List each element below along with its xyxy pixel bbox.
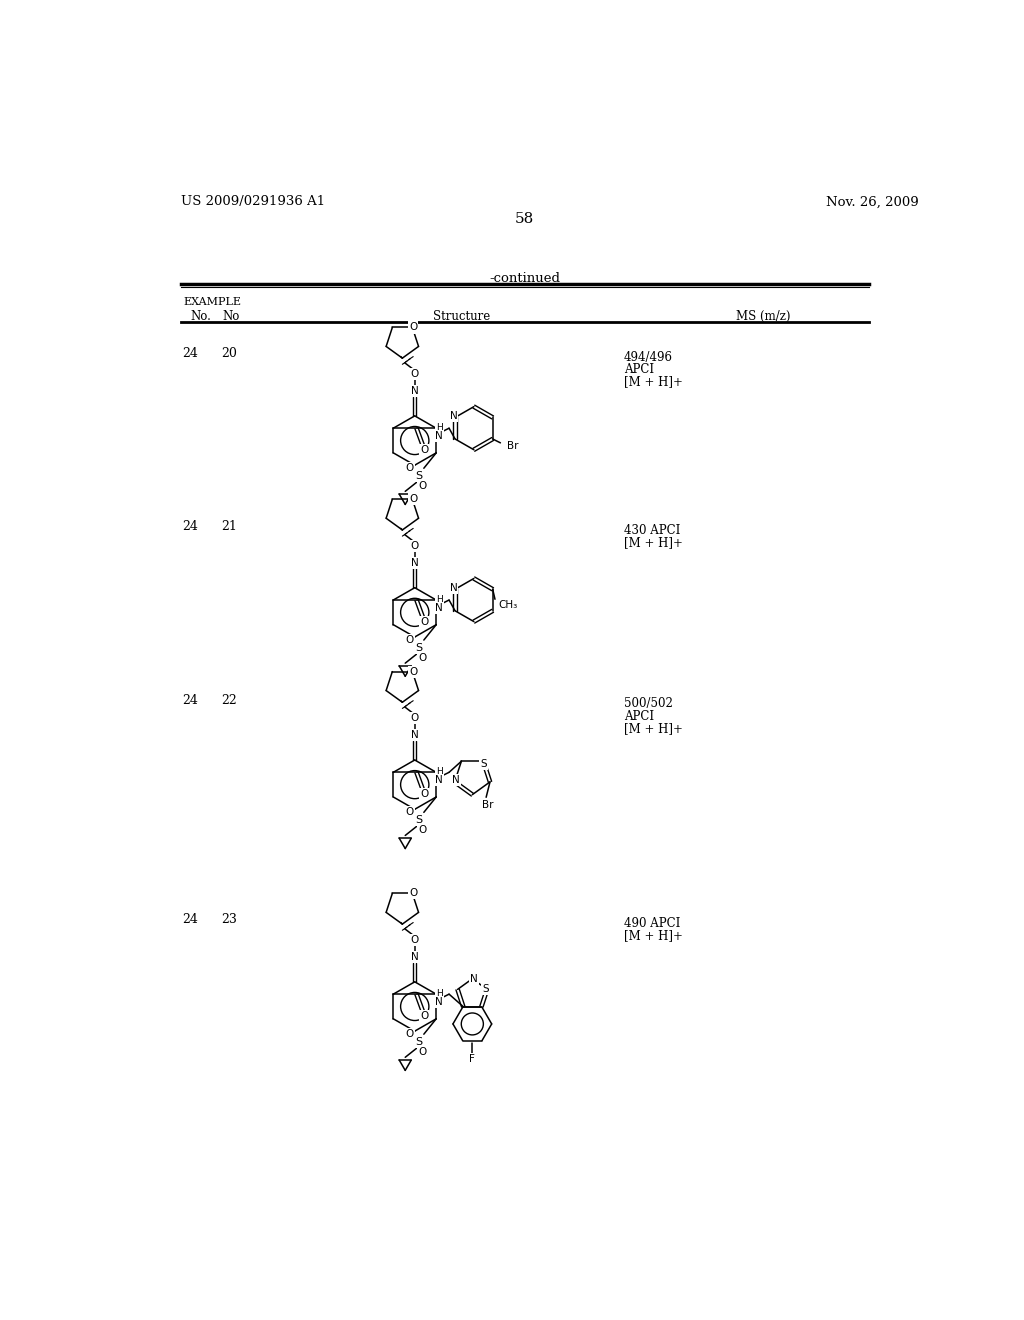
Text: O: O: [420, 789, 428, 799]
Text: N: N: [435, 603, 442, 612]
Text: O: O: [418, 480, 426, 491]
Text: O: O: [411, 713, 419, 723]
Text: [M + H]+: [M + H]+: [624, 722, 683, 735]
Text: 24: 24: [182, 347, 198, 360]
Text: MS (m/z): MS (m/z): [736, 310, 791, 323]
Text: O: O: [409, 494, 417, 504]
Text: 24: 24: [182, 693, 198, 706]
Text: 500/502: 500/502: [624, 697, 673, 710]
Text: O: O: [411, 936, 419, 945]
Text: No.: No.: [190, 310, 211, 323]
Text: O: O: [411, 541, 419, 552]
Text: O: O: [411, 370, 419, 379]
Text: -continued: -continued: [489, 272, 560, 285]
Text: [M + H]+: [M + H]+: [624, 536, 683, 549]
Text: H: H: [436, 422, 443, 432]
Text: H: H: [436, 595, 443, 603]
Text: N: N: [450, 582, 458, 593]
Text: O: O: [409, 888, 417, 899]
Text: O: O: [420, 1011, 428, 1020]
Text: S: S: [482, 985, 488, 994]
Text: O: O: [418, 825, 426, 836]
Text: N: N: [435, 430, 442, 441]
Text: N: N: [411, 558, 419, 568]
Text: O: O: [418, 653, 426, 663]
Text: 20: 20: [221, 347, 237, 360]
Text: Nov. 26, 2009: Nov. 26, 2009: [825, 195, 919, 209]
Text: APCI: APCI: [624, 710, 654, 723]
Text: S: S: [416, 643, 423, 653]
Text: O: O: [420, 445, 428, 455]
Text: O: O: [409, 322, 417, 333]
Text: O: O: [406, 808, 414, 817]
Text: Br: Br: [507, 441, 518, 451]
Text: N: N: [435, 775, 442, 785]
Text: N: N: [453, 775, 460, 785]
Text: N: N: [411, 387, 419, 396]
Text: 21: 21: [221, 520, 237, 533]
Text: N: N: [450, 411, 458, 421]
Text: 23: 23: [221, 913, 237, 927]
Text: O: O: [406, 1030, 414, 1039]
Text: 24: 24: [182, 520, 198, 533]
Text: No: No: [222, 310, 240, 323]
Text: S: S: [480, 759, 486, 768]
Text: S: S: [416, 471, 423, 480]
Text: Structure: Structure: [432, 310, 489, 323]
Text: 58: 58: [515, 213, 535, 226]
Text: 22: 22: [221, 693, 237, 706]
Text: 490 APCI: 490 APCI: [624, 917, 680, 929]
Text: O: O: [418, 1047, 426, 1057]
Text: N: N: [411, 730, 419, 741]
Text: S: S: [416, 1038, 423, 1047]
Text: O: O: [406, 635, 414, 645]
Text: [M + H]+: [M + H]+: [624, 376, 683, 388]
Text: F: F: [469, 1053, 475, 1064]
Text: CH₃: CH₃: [499, 599, 518, 610]
Text: Br: Br: [482, 800, 494, 810]
Text: APCI: APCI: [624, 363, 654, 376]
Text: 24: 24: [182, 913, 198, 927]
Text: N: N: [470, 974, 478, 983]
Text: 430 APCI: 430 APCI: [624, 524, 680, 537]
Text: O: O: [406, 463, 414, 474]
Text: O: O: [409, 667, 417, 677]
Text: N: N: [411, 952, 419, 962]
Text: N: N: [435, 997, 442, 1007]
Text: [M + H]+: [M + H]+: [624, 929, 683, 942]
Text: 494/496: 494/496: [624, 351, 673, 364]
Text: H: H: [436, 989, 443, 998]
Text: H: H: [436, 767, 443, 776]
Text: US 2009/0291936 A1: US 2009/0291936 A1: [180, 195, 325, 209]
Text: EXAMPLE: EXAMPLE: [183, 297, 242, 308]
Text: O: O: [420, 616, 428, 627]
Text: S: S: [416, 814, 423, 825]
